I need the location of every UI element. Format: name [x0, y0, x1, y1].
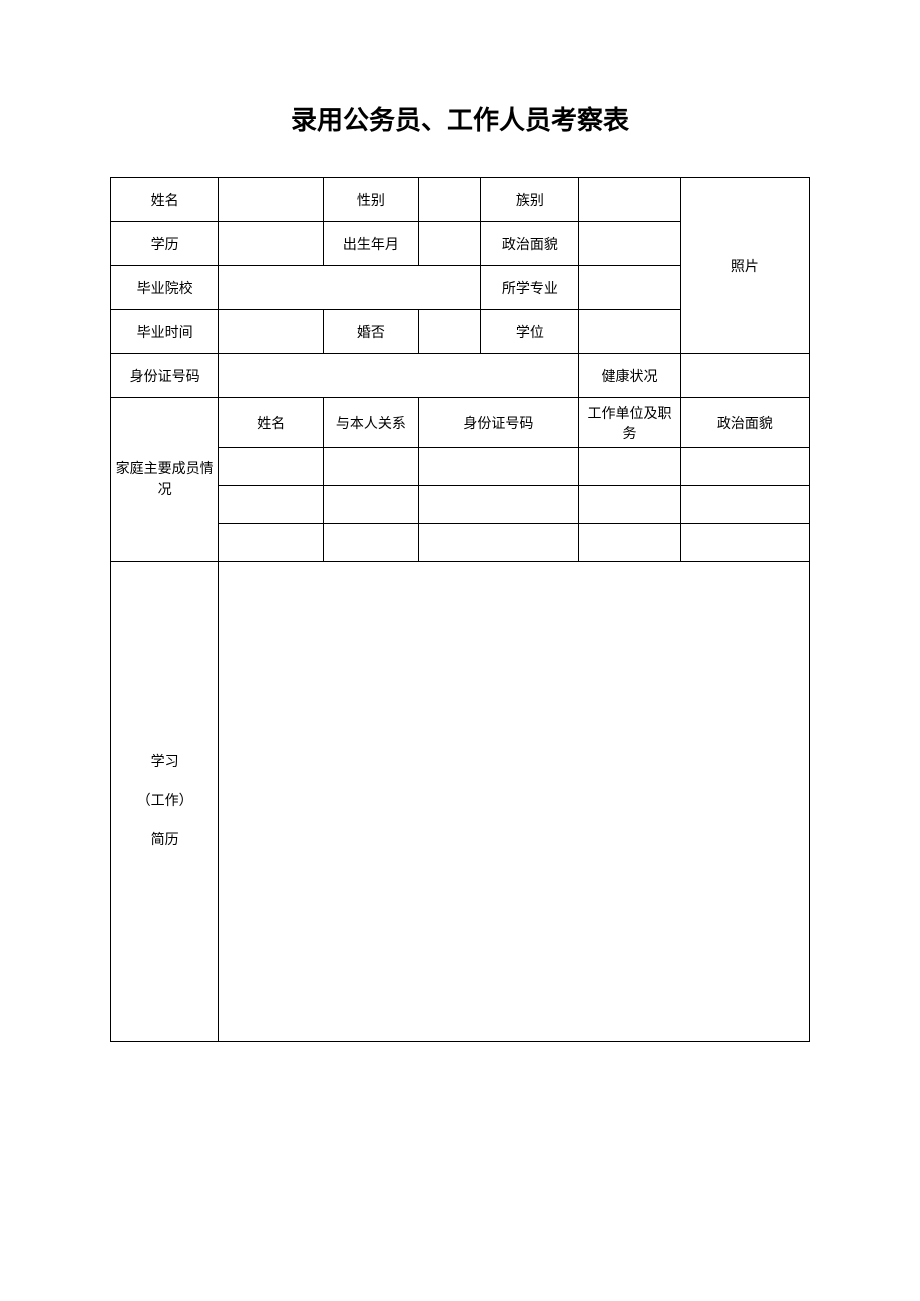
family3-political[interactable] [680, 524, 809, 562]
family1-relation[interactable] [324, 448, 418, 486]
value-political[interactable] [579, 222, 680, 266]
family3-id[interactable] [418, 524, 579, 562]
label-name: 姓名 [111, 178, 219, 222]
label-education: 学历 [111, 222, 219, 266]
label-family-id: 身份证号码 [418, 398, 579, 448]
label-health: 健康状况 [579, 354, 680, 398]
row-name-gender-ethnicity: 姓名 性别 族别 照片 [111, 178, 810, 222]
value-health[interactable] [680, 354, 809, 398]
resume-line2: （工作） [113, 782, 216, 821]
label-family-name: 姓名 [219, 398, 324, 448]
value-birth[interactable] [418, 222, 481, 266]
photo-cell: 照片 [680, 178, 809, 354]
family3-name[interactable] [219, 524, 324, 562]
row-id-health: 身份证号码 健康状况 [111, 354, 810, 398]
value-major[interactable] [579, 266, 680, 310]
value-ethnicity[interactable] [579, 178, 680, 222]
value-gradtime[interactable] [219, 310, 324, 354]
label-major: 所学专业 [481, 266, 579, 310]
family1-work[interactable] [579, 448, 680, 486]
value-married[interactable] [418, 310, 481, 354]
label-gradtime: 毕业时间 [111, 310, 219, 354]
value-education[interactable] [219, 222, 324, 266]
label-birth: 出生年月 [324, 222, 418, 266]
row-family-header: 家庭主要成员情况 姓名 与本人关系 身份证号码 工作单位及职务 政治面貌 [111, 398, 810, 448]
resume-line3: 简历 [113, 821, 216, 860]
label-family-political: 政治面貌 [680, 398, 809, 448]
page-title: 录用公务员、工作人员考察表 [110, 100, 810, 137]
label-idnumber: 身份证号码 [111, 354, 219, 398]
value-name[interactable] [219, 178, 324, 222]
family3-relation[interactable] [324, 524, 418, 562]
label-ethnicity: 族别 [481, 178, 579, 222]
value-degree[interactable] [579, 310, 680, 354]
family2-relation[interactable] [324, 486, 418, 524]
family1-name[interactable] [219, 448, 324, 486]
family1-political[interactable] [680, 448, 809, 486]
label-school: 毕业院校 [111, 266, 219, 310]
family2-political[interactable] [680, 486, 809, 524]
row-resume: 学习 （工作） 简历 [111, 562, 810, 1042]
label-degree: 学位 [481, 310, 579, 354]
value-idnumber[interactable] [219, 354, 579, 398]
family1-id[interactable] [418, 448, 579, 486]
family2-work[interactable] [579, 486, 680, 524]
value-school[interactable] [219, 266, 481, 310]
label-resume: 学习 （工作） 简历 [111, 562, 219, 1042]
label-political: 政治面貌 [481, 222, 579, 266]
label-family-section: 家庭主要成员情况 [111, 398, 219, 562]
value-resume[interactable] [219, 562, 810, 1042]
inspection-form-table: 姓名 性别 族别 照片 学历 出生年月 政治面貌 毕业院校 所学专业 毕业时间 … [110, 177, 810, 1042]
family2-id[interactable] [418, 486, 579, 524]
family2-name[interactable] [219, 486, 324, 524]
resume-line1: 学习 [113, 743, 216, 782]
label-family-work: 工作单位及职务 [579, 398, 680, 448]
label-gender: 性别 [324, 178, 418, 222]
value-gender[interactable] [418, 178, 481, 222]
family3-work[interactable] [579, 524, 680, 562]
label-married: 婚否 [324, 310, 418, 354]
family-section-text: 家庭主要成员情况 [113, 459, 216, 501]
label-family-relation: 与本人关系 [324, 398, 418, 448]
